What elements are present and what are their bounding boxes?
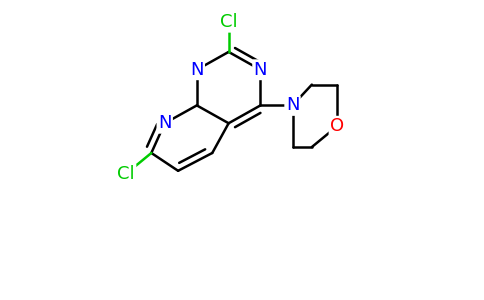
Text: Cl: Cl <box>117 165 135 183</box>
Text: N: N <box>254 61 267 79</box>
Text: O: O <box>330 117 344 135</box>
Text: Cl: Cl <box>220 13 238 31</box>
Text: N: N <box>286 96 299 114</box>
Text: N: N <box>190 61 204 79</box>
Text: N: N <box>158 114 171 132</box>
